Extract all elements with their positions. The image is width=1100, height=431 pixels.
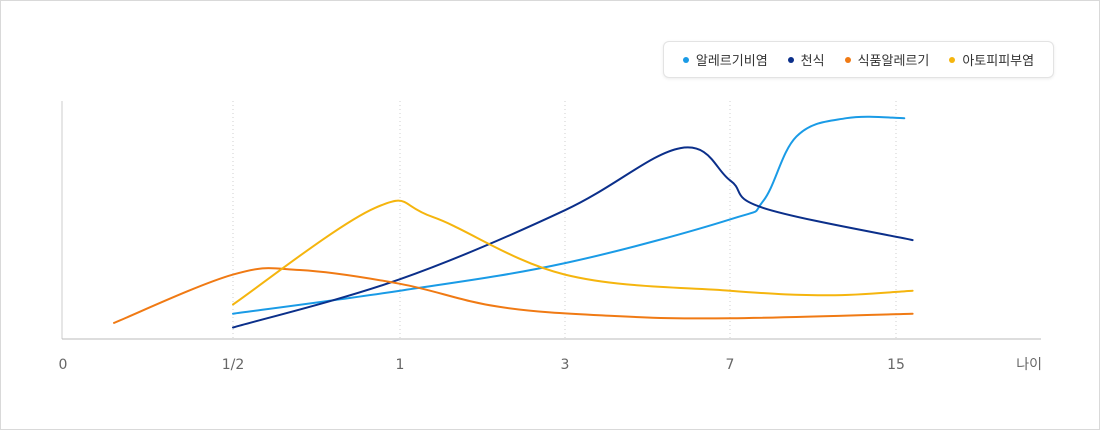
- x-tick-label: 0: [59, 357, 68, 373]
- x-tick-label: 15: [887, 357, 905, 373]
- x-tick-label: 1: [396, 357, 405, 373]
- series-line-4: [233, 201, 913, 305]
- x-axis-title: 나이: [1016, 357, 1042, 373]
- x-tick-label: 7: [726, 357, 735, 373]
- x-tick-label: 3: [561, 357, 570, 373]
- series-line-2: [233, 147, 913, 327]
- x-tick-label: 1/2: [222, 357, 245, 373]
- series-line-1: [233, 117, 904, 314]
